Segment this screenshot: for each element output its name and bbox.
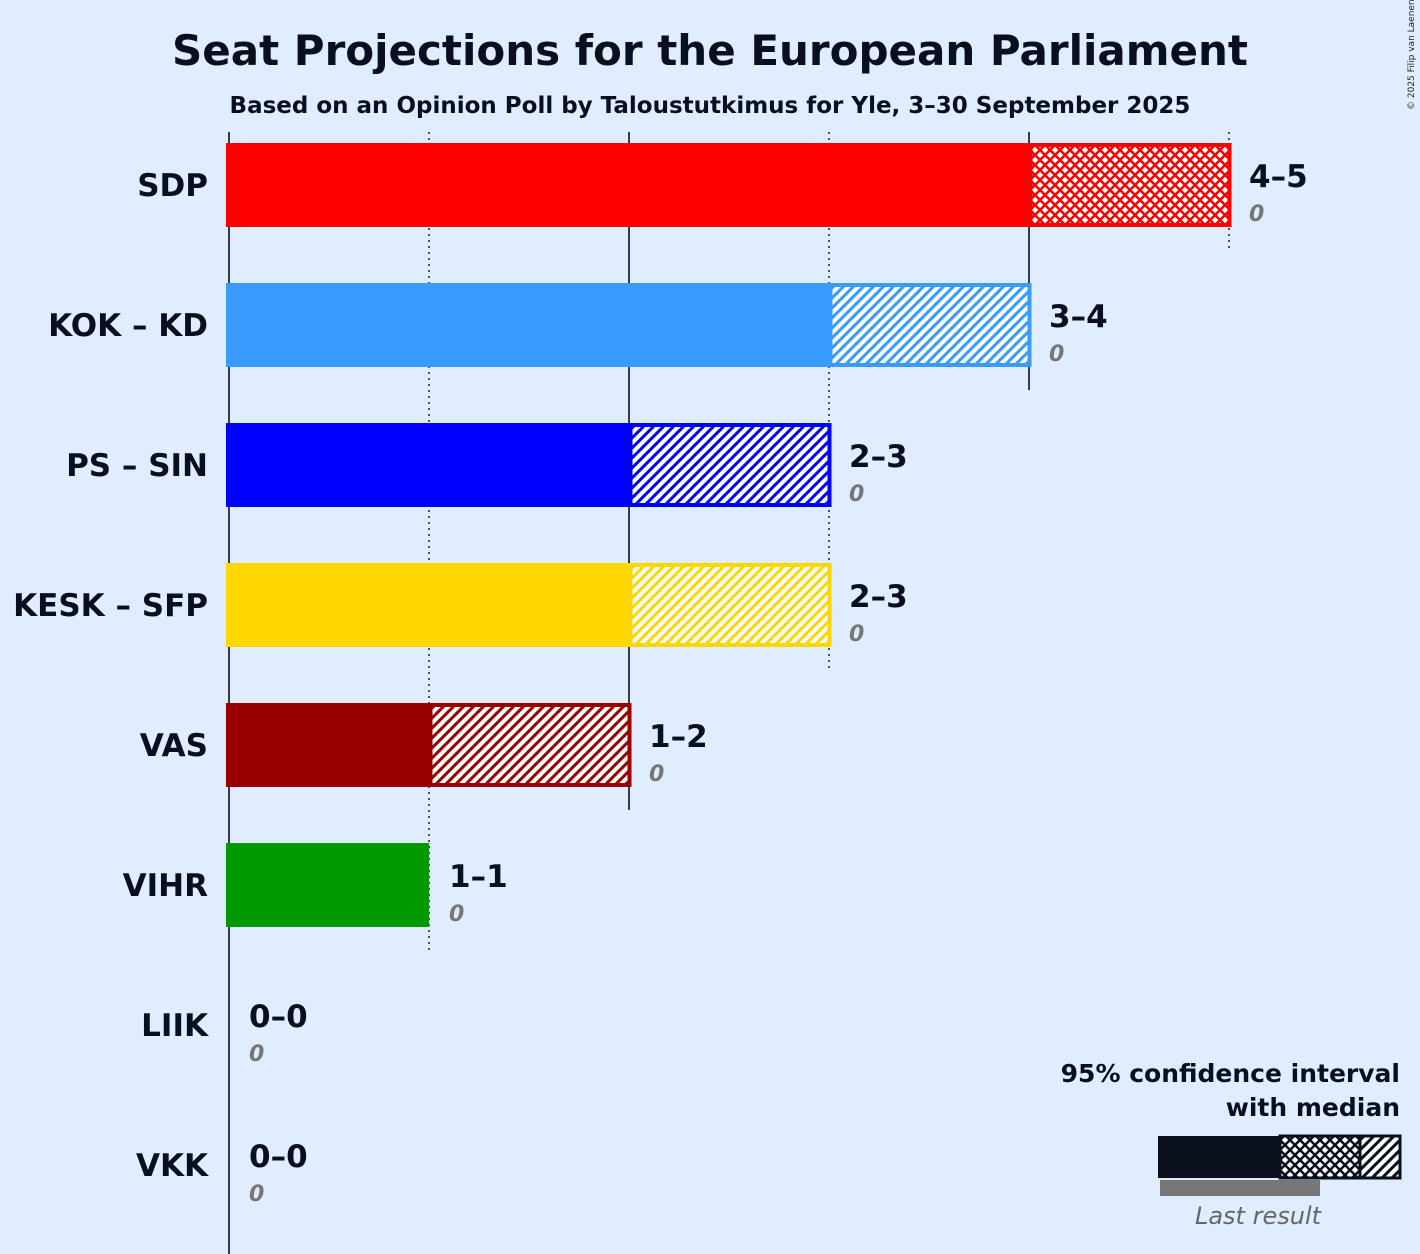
party-label-kesk-sfp: KESK – SFP — [13, 588, 208, 624]
bar-row-sdp: SDP 4–5 0 — [137, 143, 1308, 227]
legend-title-line1: 95% confidence interval — [1061, 1059, 1400, 1088]
last-result-sdp: 0 — [1249, 202, 1264, 227]
party-label-ps-sin: PS – SIN — [66, 448, 208, 484]
copyright-note: © 2025 Filip van Laenen — [1407, 0, 1417, 110]
last-result-ps-sin: 0 — [849, 482, 864, 507]
party-label-vkk: VKK — [136, 1148, 209, 1184]
bar-interval-sdp — [1028, 143, 1232, 227]
party-label-kok-kd: KOK – KD — [48, 308, 208, 344]
party-label-vihr: VIHR — [123, 868, 208, 904]
bar-row-ps-sin: PS – SIN 2–3 0 — [66, 423, 908, 507]
range-label-vas: 1–2 — [649, 719, 708, 755]
party-label-vas: VAS — [140, 728, 208, 764]
bar-row-vas: VAS 1–2 0 — [140, 703, 708, 787]
bar-row-kesk-sfp: KESK – SFP 2–3 0 — [13, 563, 908, 647]
party-label-sdp: SDP — [137, 168, 208, 204]
bar-interval-kesk-sfp — [628, 563, 832, 647]
legend-upper-interval — [1358, 1134, 1402, 1180]
bar-interval-vas — [428, 703, 632, 787]
legend-title-line2: with median — [1226, 1093, 1400, 1122]
range-label-liik: 0–0 — [249, 999, 308, 1035]
chart-subtitle: Based on an Opinion Poll by Taloustutkim… — [230, 93, 1191, 119]
bar-row-liik: LIIK 0–0 0 — [141, 999, 307, 1067]
range-label-vihr: 1–1 — [449, 859, 508, 895]
bar-interval-kok-kd — [828, 283, 1032, 367]
legend-last-result-bar — [1160, 1180, 1320, 1196]
range-label-sdp: 4–5 — [1249, 159, 1308, 195]
bar-solid-vihr — [226, 843, 429, 927]
chart-title: Seat Projections for the European Parlia… — [172, 26, 1248, 75]
range-label-kesk-sfp: 2–3 — [849, 579, 908, 615]
bar-row-vihr: VIHR 1–1 0 — [123, 843, 508, 927]
last-result-kesk-sfp: 0 — [849, 622, 864, 647]
last-result-vas: 0 — [649, 762, 664, 787]
last-result-vihr: 0 — [449, 902, 464, 927]
legend-last-result-label: Last result — [1195, 1202, 1323, 1230]
bar-solid-kesk-sfp — [226, 563, 629, 647]
last-result-kok-kd: 0 — [1049, 342, 1064, 367]
legend-median-interval — [1278, 1134, 1362, 1180]
range-label-kok-kd: 3–4 — [1049, 299, 1108, 335]
last-result-liik: 0 — [249, 1042, 264, 1067]
legend-solid-bar — [1158, 1136, 1280, 1178]
party-label-liik: LIIK — [141, 1008, 209, 1044]
bar-interval-ps-sin — [628, 423, 832, 507]
bar-solid-vas — [226, 703, 429, 787]
last-result-vkk: 0 — [249, 1182, 264, 1207]
bar-solid-kok-kd — [226, 283, 829, 367]
range-label-ps-sin: 2–3 — [849, 439, 908, 475]
bar-solid-sdp — [226, 143, 1029, 227]
bar-row-vkk: VKK 0–0 0 — [136, 1139, 308, 1207]
legend: 95% confidence interval with median Last… — [1061, 1059, 1402, 1230]
bar-row-kok-kd: KOK – KD 3–4 0 — [48, 283, 1108, 367]
bar-solid-ps-sin — [226, 423, 629, 507]
range-label-vkk: 0–0 — [249, 1139, 308, 1175]
